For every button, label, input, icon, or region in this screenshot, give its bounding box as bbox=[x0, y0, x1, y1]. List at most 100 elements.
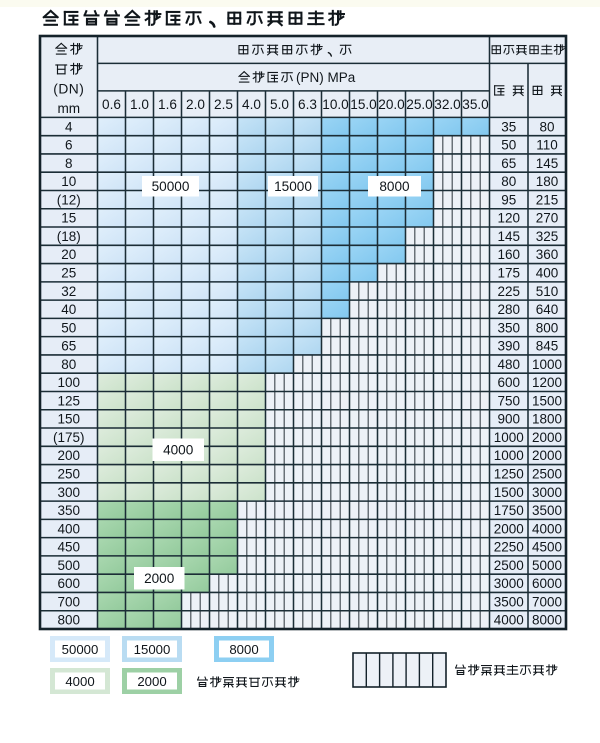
svg-text:40: 40 bbox=[61, 302, 76, 317]
svg-text:6000: 6000 bbox=[532, 576, 562, 591]
svg-text:250: 250 bbox=[58, 467, 81, 482]
svg-text:32: 32 bbox=[61, 284, 76, 299]
svg-text:1000: 1000 bbox=[494, 448, 524, 463]
svg-text:4000: 4000 bbox=[532, 521, 562, 536]
svg-text:2000: 2000 bbox=[532, 448, 562, 463]
svg-text:800: 800 bbox=[58, 613, 81, 628]
svg-text:8000: 8000 bbox=[379, 179, 410, 194]
svg-text:8000: 8000 bbox=[229, 642, 258, 657]
svg-text:10: 10 bbox=[61, 174, 76, 189]
svg-text:(PN) MPa: (PN) MPa bbox=[296, 70, 356, 85]
svg-text:15000: 15000 bbox=[274, 179, 312, 194]
svg-text:4000: 4000 bbox=[494, 613, 524, 628]
svg-text:845: 845 bbox=[536, 339, 559, 354]
svg-text:50000: 50000 bbox=[152, 179, 190, 194]
svg-text:270: 270 bbox=[536, 211, 559, 226]
svg-text:800: 800 bbox=[536, 320, 559, 335]
svg-text:(DN): (DN) bbox=[53, 82, 84, 97]
svg-text:160: 160 bbox=[498, 247, 521, 262]
svg-text:400: 400 bbox=[536, 266, 559, 281]
svg-text:4000: 4000 bbox=[65, 674, 94, 689]
svg-text:2500: 2500 bbox=[532, 467, 562, 482]
svg-text:2500: 2500 bbox=[494, 558, 524, 573]
svg-text:5.0: 5.0 bbox=[270, 97, 289, 112]
svg-text:32.0: 32.0 bbox=[434, 97, 461, 112]
svg-text:900: 900 bbox=[498, 412, 521, 427]
svg-text:50: 50 bbox=[501, 138, 516, 153]
svg-text:65: 65 bbox=[61, 339, 76, 354]
svg-text:390: 390 bbox=[498, 339, 521, 354]
svg-text:65: 65 bbox=[501, 156, 516, 171]
svg-text:2000: 2000 bbox=[137, 674, 166, 689]
svg-text:6.3: 6.3 bbox=[298, 97, 317, 112]
svg-text:50: 50 bbox=[61, 320, 76, 335]
svg-text:1750: 1750 bbox=[494, 503, 524, 518]
svg-text:150: 150 bbox=[58, 412, 81, 427]
svg-text:700: 700 bbox=[58, 594, 81, 609]
svg-text:10.0: 10.0 bbox=[322, 97, 349, 112]
svg-text:1800: 1800 bbox=[532, 412, 562, 427]
svg-text:35.0: 35.0 bbox=[462, 97, 489, 112]
svg-text:110: 110 bbox=[536, 138, 558, 153]
svg-text:125: 125 bbox=[58, 393, 81, 408]
svg-text:215: 215 bbox=[536, 192, 559, 207]
svg-text:(12): (12) bbox=[57, 192, 81, 207]
svg-text:4.0: 4.0 bbox=[242, 97, 261, 112]
svg-text:80: 80 bbox=[539, 119, 554, 134]
svg-text:5000: 5000 bbox=[532, 558, 562, 573]
svg-text:100: 100 bbox=[58, 375, 81, 390]
svg-text:600: 600 bbox=[58, 576, 81, 591]
svg-text:80: 80 bbox=[61, 357, 76, 372]
svg-text:200: 200 bbox=[58, 448, 81, 463]
svg-text:225: 225 bbox=[498, 284, 521, 299]
svg-text:25: 25 bbox=[61, 266, 76, 281]
svg-text:2.0: 2.0 bbox=[186, 97, 205, 112]
svg-text:50000: 50000 bbox=[62, 642, 99, 657]
svg-text:360: 360 bbox=[536, 247, 559, 262]
svg-text:mm: mm bbox=[57, 101, 80, 116]
svg-text:4000: 4000 bbox=[163, 443, 194, 458]
svg-text:600: 600 bbox=[498, 375, 521, 390]
svg-text:2000: 2000 bbox=[494, 521, 524, 536]
svg-text:325: 325 bbox=[536, 229, 559, 244]
svg-text:280: 280 bbox=[498, 302, 521, 317]
svg-text:750: 750 bbox=[498, 393, 521, 408]
svg-text:1.0: 1.0 bbox=[130, 97, 149, 112]
svg-text:1000: 1000 bbox=[494, 430, 524, 445]
svg-text:1000: 1000 bbox=[532, 357, 562, 372]
svg-text:7000: 7000 bbox=[532, 594, 562, 609]
svg-text:300: 300 bbox=[58, 485, 81, 500]
svg-text:500: 500 bbox=[58, 558, 81, 573]
svg-text:3500: 3500 bbox=[532, 503, 562, 518]
svg-text:400: 400 bbox=[58, 521, 81, 536]
svg-text:145: 145 bbox=[536, 156, 559, 171]
svg-text:2000: 2000 bbox=[532, 430, 562, 445]
svg-text:2000: 2000 bbox=[144, 571, 175, 586]
svg-text:450: 450 bbox=[58, 540, 81, 555]
svg-text:20.0: 20.0 bbox=[378, 97, 405, 112]
svg-text:20: 20 bbox=[61, 247, 76, 262]
svg-text:640: 640 bbox=[536, 302, 559, 317]
svg-text:480: 480 bbox=[498, 357, 521, 372]
svg-text:1250: 1250 bbox=[494, 467, 524, 482]
svg-text:95: 95 bbox=[501, 192, 516, 207]
svg-text:15: 15 bbox=[61, 211, 76, 226]
svg-text:180: 180 bbox=[536, 174, 559, 189]
svg-text:510: 510 bbox=[536, 284, 559, 299]
svg-text:1.6: 1.6 bbox=[158, 97, 177, 112]
svg-text:(175): (175) bbox=[53, 430, 85, 445]
svg-text:1500: 1500 bbox=[494, 485, 524, 500]
svg-text:350: 350 bbox=[498, 320, 521, 335]
svg-text:35: 35 bbox=[501, 119, 516, 134]
svg-text:6: 6 bbox=[65, 138, 73, 153]
svg-text:8000: 8000 bbox=[532, 613, 562, 628]
svg-text:8: 8 bbox=[65, 156, 73, 171]
svg-text:3500: 3500 bbox=[494, 594, 524, 609]
svg-text:25.0: 25.0 bbox=[406, 97, 433, 112]
svg-text:15000: 15000 bbox=[134, 642, 171, 657]
svg-text:175: 175 bbox=[498, 266, 521, 281]
svg-text:350: 350 bbox=[58, 503, 81, 518]
svg-text:4: 4 bbox=[65, 119, 73, 134]
svg-text:120: 120 bbox=[498, 211, 521, 226]
svg-text:4500: 4500 bbox=[532, 540, 562, 555]
